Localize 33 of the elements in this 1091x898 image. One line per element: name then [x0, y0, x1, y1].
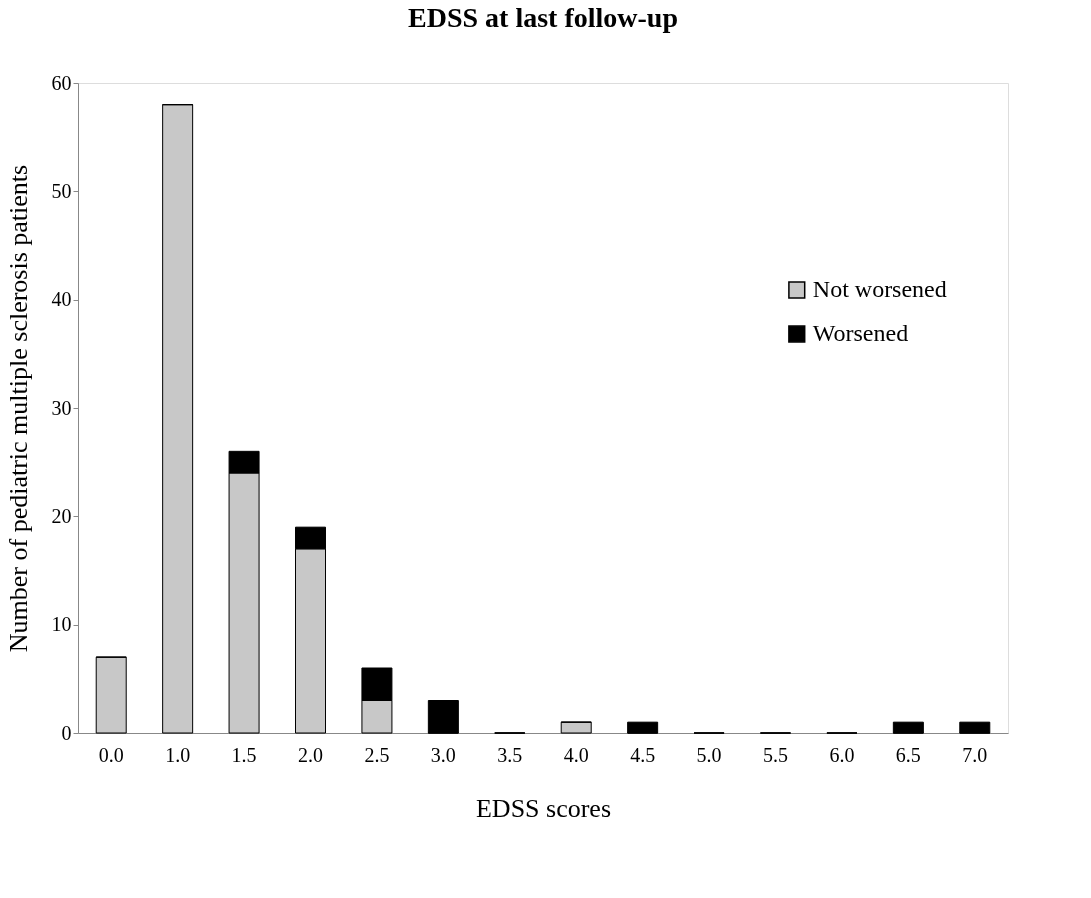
bar — [627, 721, 659, 734]
x-tick-label: 3.0 — [430, 743, 456, 766]
bar — [892, 721, 924, 734]
x-tick-label: 4.5 — [630, 743, 656, 766]
y-tick-label: 0 — [61, 721, 72, 744]
x-tick-label: 0.0 — [98, 743, 124, 766]
bar — [427, 700, 459, 734]
y-tick-label: 10 — [51, 613, 72, 636]
x-tick-label: 7.0 — [962, 743, 988, 766]
legend-label: Worsened — [812, 320, 909, 346]
y-tick-label: 50 — [51, 179, 72, 202]
x-tick-label: 4.0 — [563, 743, 589, 766]
x-tick-label: 2.0 — [298, 743, 323, 766]
x-axis-title: EDSS scores — [475, 793, 612, 823]
legend-label: Not worsened — [812, 276, 947, 302]
x-tick-label: 2.5 — [364, 743, 390, 766]
chart-title: EDSS at last follow-up — [408, 2, 678, 33]
bar — [95, 656, 127, 734]
x-tick-label: 5.0 — [696, 743, 722, 766]
bar — [959, 721, 991, 734]
x-tick-label: 3.5 — [497, 743, 523, 766]
y-tick-label: 60 — [51, 71, 72, 94]
x-tick-label: 5.5 — [763, 743, 788, 766]
bar — [560, 721, 592, 734]
x-tick-label: 1.5 — [231, 743, 257, 766]
x-tick-label: 6.5 — [895, 743, 921, 766]
x-tick-label: 1.0 — [165, 743, 191, 766]
y-tick-label: 30 — [51, 396, 72, 419]
x-tick-label: 6.0 — [829, 743, 855, 766]
bar — [162, 104, 194, 734]
y-tick-label: 20 — [51, 504, 72, 527]
y-axis-title: Number of pediatric multiple sclerosis patients — [3, 164, 33, 653]
y-tick-label: 40 — [51, 288, 72, 311]
